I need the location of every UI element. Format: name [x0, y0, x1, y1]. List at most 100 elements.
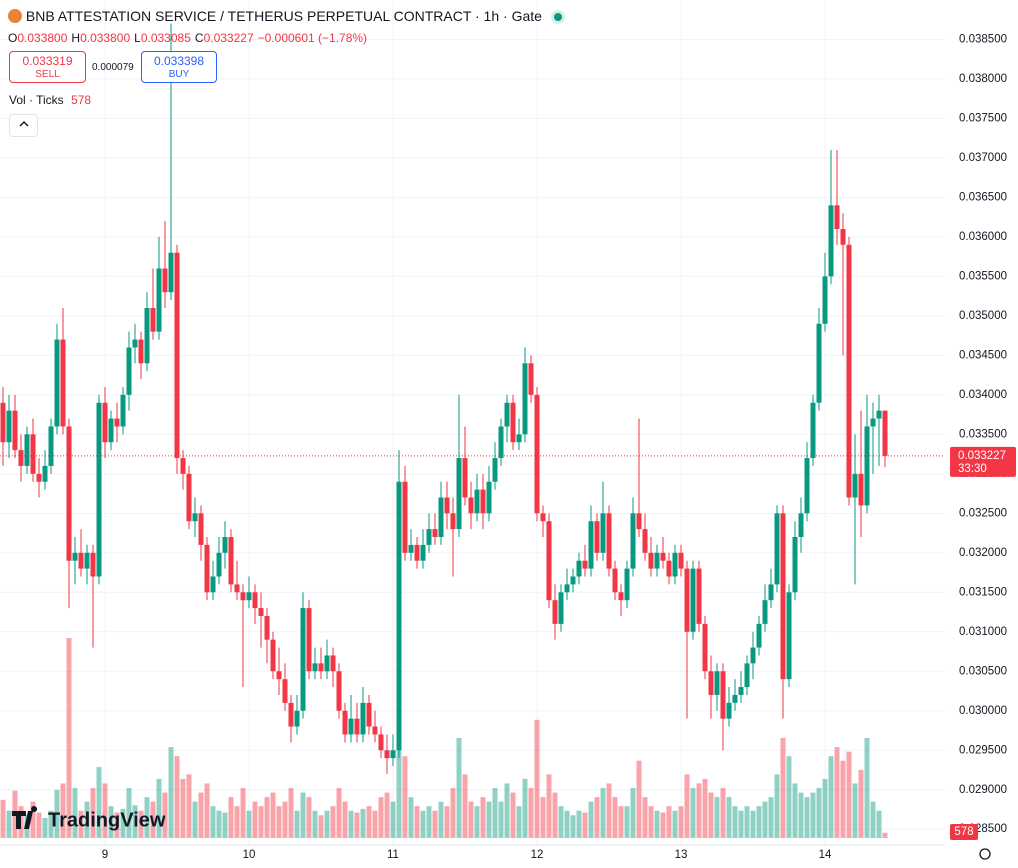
volume-bar	[678, 806, 684, 838]
candle-body	[336, 671, 342, 711]
volume-bar	[582, 812, 588, 838]
volume-bar	[726, 797, 732, 838]
y-tick-label: 0.033500	[959, 428, 1007, 440]
candle-body	[366, 702, 372, 727]
x-tick-label: 14	[819, 849, 832, 861]
volume-bar	[804, 797, 810, 838]
buy-button[interactable]: 0.033398 BUY	[141, 51, 217, 83]
candle-body	[348, 718, 354, 735]
volume-bar	[798, 792, 804, 838]
candle-body	[828, 205, 834, 277]
candle-body	[786, 592, 792, 680]
volume-bar	[822, 778, 828, 838]
volume-bar	[36, 812, 42, 838]
volume-bar	[852, 783, 858, 838]
volume-bar	[252, 801, 258, 838]
volume-bar	[420, 810, 426, 838]
volume-bar	[138, 810, 144, 838]
volume-bar	[786, 756, 792, 838]
volume-bar	[378, 797, 384, 838]
candle-body	[846, 244, 852, 498]
y-tick-label: 0.032000	[959, 547, 1007, 559]
volume-bar	[648, 806, 654, 838]
candle-body	[186, 473, 192, 522]
volume-bar	[540, 797, 546, 838]
volume-bar	[246, 810, 252, 838]
candle-body	[558, 592, 564, 624]
candle-body	[312, 663, 318, 672]
candle-body	[402, 481, 408, 553]
candle-body	[882, 410, 888, 456]
volume-bar	[828, 756, 834, 838]
last-price-label: 0.033227	[958, 450, 1006, 462]
y-tick-label: 0.030500	[959, 665, 1007, 677]
candle-body	[342, 710, 348, 735]
volume-bar	[534, 719, 540, 838]
volume-bar	[474, 806, 480, 838]
sell-button[interactable]: 0.033319 SELL	[9, 51, 86, 83]
candle-body	[576, 560, 582, 577]
volume-legend: Vol · Ticks 578	[9, 93, 91, 107]
volume-bar	[462, 774, 468, 838]
volume-bar	[720, 788, 726, 838]
volume-bar	[96, 767, 102, 838]
candle-body	[492, 458, 498, 482]
ohlc-key: O	[8, 31, 18, 45]
tv-logo: TradingView	[12, 806, 166, 831]
candle-body	[162, 268, 168, 293]
ohlc-key: L	[134, 31, 141, 45]
candle-body	[804, 458, 810, 514]
volume-bar	[456, 738, 462, 838]
volume-bar	[606, 783, 612, 838]
y-tick-label: 0.029500	[959, 744, 1007, 756]
volume-bar	[876, 810, 882, 838]
ohlc-key: C	[194, 31, 204, 45]
candle-body	[870, 418, 876, 427]
volume-legend-value: 578	[71, 93, 92, 107]
volume-bars	[0, 638, 888, 838]
volume-bar	[864, 738, 870, 838]
candle-body	[360, 702, 366, 735]
candle-body	[96, 402, 102, 577]
volume-bar	[336, 788, 342, 838]
volume-bar	[216, 810, 222, 838]
volume-bar	[840, 760, 846, 838]
settings-icon[interactable]	[979, 848, 991, 860]
candle-body	[36, 473, 42, 482]
brand: TradingView	[48, 809, 166, 831]
candle-body	[612, 568, 618, 593]
candle-body	[390, 750, 396, 759]
candle-body	[444, 497, 450, 514]
candle-body	[270, 639, 276, 672]
candle-body	[174, 252, 180, 459]
candle-body	[432, 529, 438, 538]
volume-bar	[210, 806, 216, 838]
y-tick-label: 0.034500	[959, 349, 1007, 361]
volume-bar	[396, 724, 402, 838]
collapse-button[interactable]	[9, 114, 38, 137]
y-tick-label: 0.038000	[959, 73, 1007, 85]
volume-bar	[270, 792, 276, 838]
candle-body	[864, 426, 870, 506]
candle-body	[30, 434, 36, 474]
volume-bar	[792, 783, 798, 838]
y-tick-label: 0.035000	[959, 310, 1007, 322]
volume-bar	[312, 810, 318, 838]
ohlc-key: H	[71, 31, 81, 45]
candle-body	[522, 363, 528, 435]
candle-body	[240, 592, 246, 601]
volume-bar	[0, 799, 6, 838]
candle-body	[690, 568, 696, 632]
volume-bar	[90, 788, 96, 838]
volume-bar	[498, 801, 504, 838]
candle-body	[384, 750, 390, 759]
volume-bar	[66, 638, 72, 838]
volume-bar	[162, 792, 168, 838]
candle-body	[300, 608, 306, 711]
volume-bar	[816, 788, 822, 838]
candle-body	[636, 513, 642, 530]
volume-bar	[522, 778, 528, 838]
volume-bar	[84, 801, 90, 838]
candle-body	[564, 584, 570, 593]
volume-bar	[408, 797, 414, 838]
